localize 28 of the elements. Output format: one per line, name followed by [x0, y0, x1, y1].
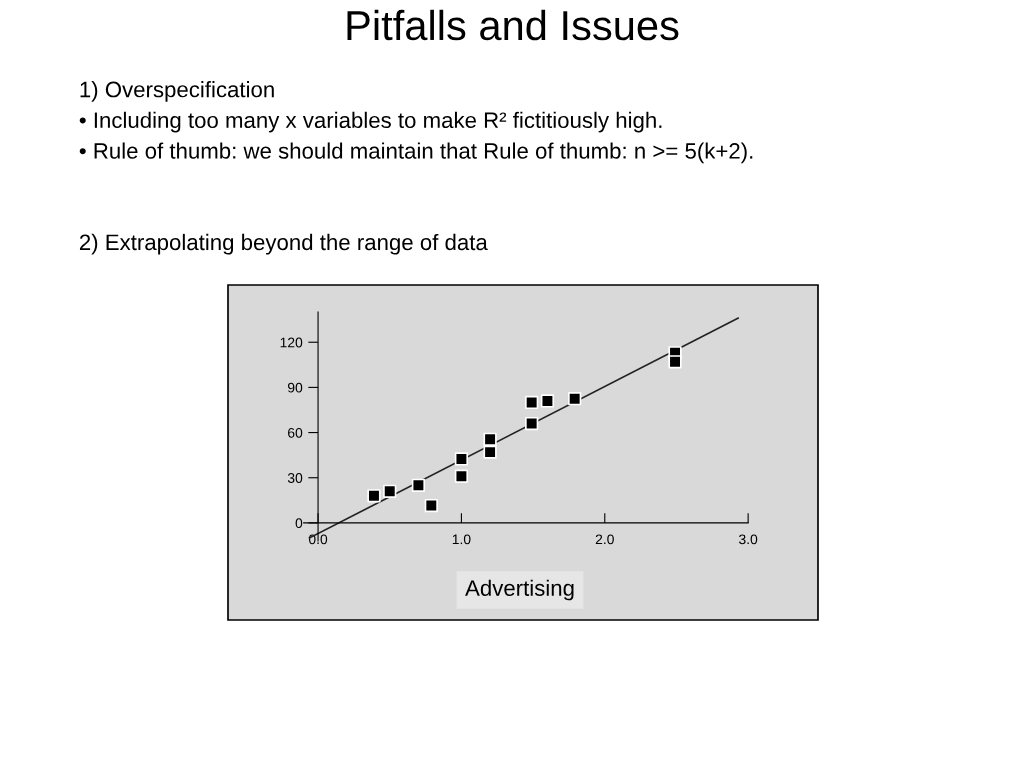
x-tick-label: 2.0: [595, 534, 614, 545]
y-tick-label: 120: [280, 337, 303, 348]
point: [525, 395, 539, 410]
point: [525, 416, 539, 431]
point: [568, 392, 582, 406]
x-tick-label: 3.0: [739, 534, 758, 545]
point: [483, 445, 497, 459]
point: [424, 498, 438, 513]
text: 2) Extrapolating beyond the range of data: [79, 233, 488, 255]
chart-title: Pitfalls and Issues: [347, 9, 679, 41]
x-tick-label: 0.0: [308, 534, 328, 545]
y-tick-label: 0: [295, 518, 303, 529]
point: [668, 355, 682, 369]
x-tick-label: 1.0: [452, 534, 471, 545]
x-axis-title: Advertising: [465, 579, 574, 601]
point: [383, 484, 397, 498]
text: • Rule of thumb: we should maintain that Rule of thumb: n >= 5(k+2).: [79, 142, 753, 164]
point: [411, 478, 426, 492]
y-tick-label: 90: [287, 382, 303, 393]
point: [483, 432, 497, 446]
point: [454, 469, 469, 483]
text: • Including too many x variables to make R² fictitiously high.: [79, 111, 662, 133]
point: [454, 452, 469, 466]
text: 1) Overspecification: [80, 81, 274, 102]
y-tick-label: 30: [287, 473, 303, 483]
y-tick-label: 60: [288, 427, 303, 438]
point: [367, 489, 381, 503]
point: [540, 394, 555, 408]
